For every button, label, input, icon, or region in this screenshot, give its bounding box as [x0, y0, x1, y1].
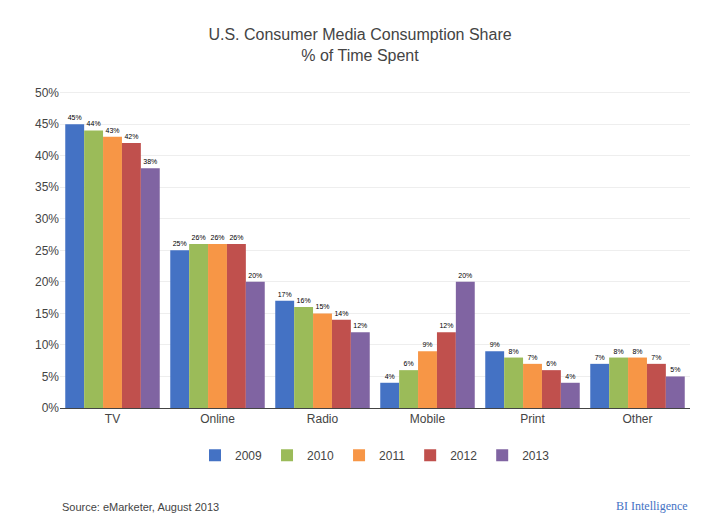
- svg-text:44%: 44%: [87, 120, 101, 127]
- svg-text:2011: 2011: [379, 449, 405, 463]
- svg-text:0%: 0%: [42, 401, 60, 415]
- svg-text:8%: 8%: [614, 348, 624, 355]
- svg-text:17%: 17%: [278, 291, 292, 298]
- svg-text:20%: 20%: [35, 275, 59, 289]
- svg-text:2010: 2010: [307, 449, 334, 463]
- svg-text:Mobile: Mobile: [410, 412, 446, 426]
- svg-text:7%: 7%: [595, 354, 605, 361]
- svg-text:BI Intelligence: BI Intelligence: [616, 499, 688, 513]
- svg-text:Source: eMarketer, August 2013: Source: eMarketer, August 2013: [62, 501, 219, 513]
- svg-text:14%: 14%: [334, 310, 348, 317]
- svg-text:2013: 2013: [522, 449, 549, 463]
- svg-text:5%: 5%: [670, 366, 680, 373]
- svg-text:2009: 2009: [235, 449, 262, 463]
- svg-text:4%: 4%: [385, 373, 395, 380]
- svg-text:7%: 7%: [527, 354, 537, 361]
- svg-text:9%: 9%: [422, 341, 432, 348]
- svg-text:15%: 15%: [35, 307, 59, 321]
- svg-text:2012: 2012: [450, 449, 477, 463]
- svg-text:25%: 25%: [173, 240, 187, 247]
- svg-text:8%: 8%: [632, 348, 642, 355]
- svg-text:Other: Other: [622, 412, 652, 426]
- svg-text:25%: 25%: [35, 244, 59, 258]
- svg-text:U.S. Consumer Media Consumptio: U.S. Consumer Media Consumption Share% o…: [208, 26, 511, 64]
- svg-text:10%: 10%: [35, 338, 59, 352]
- svg-text:26%: 26%: [229, 234, 243, 241]
- svg-text:Online: Online: [200, 412, 235, 426]
- svg-text:35%: 35%: [35, 180, 59, 194]
- svg-text:12%: 12%: [439, 322, 453, 329]
- svg-text:8%: 8%: [509, 348, 519, 355]
- svg-text:43%: 43%: [105, 127, 119, 134]
- svg-text:6%: 6%: [404, 360, 414, 367]
- svg-text:38%: 38%: [143, 158, 157, 165]
- svg-text:20%: 20%: [458, 272, 472, 279]
- svg-text:4%: 4%: [565, 373, 575, 380]
- svg-text:45%: 45%: [35, 117, 59, 131]
- svg-text:9%: 9%: [490, 341, 500, 348]
- svg-text:26%: 26%: [192, 234, 206, 241]
- svg-text:6%: 6%: [546, 360, 556, 367]
- svg-text:7%: 7%: [651, 354, 661, 361]
- svg-text:12%: 12%: [353, 322, 367, 329]
- svg-text:15%: 15%: [315, 303, 329, 310]
- svg-text:45%: 45%: [68, 114, 82, 121]
- svg-text:5%: 5%: [42, 370, 60, 384]
- svg-text:TV: TV: [105, 412, 120, 426]
- svg-text:42%: 42%: [124, 133, 138, 140]
- svg-text:Print: Print: [520, 412, 545, 426]
- svg-text:50%: 50%: [35, 86, 59, 100]
- svg-text:26%: 26%: [210, 234, 224, 241]
- svg-text:20%: 20%: [248, 272, 262, 279]
- svg-text:40%: 40%: [35, 149, 59, 163]
- svg-text:30%: 30%: [35, 212, 59, 226]
- svg-text:Radio: Radio: [307, 412, 339, 426]
- svg-text:16%: 16%: [297, 297, 311, 304]
